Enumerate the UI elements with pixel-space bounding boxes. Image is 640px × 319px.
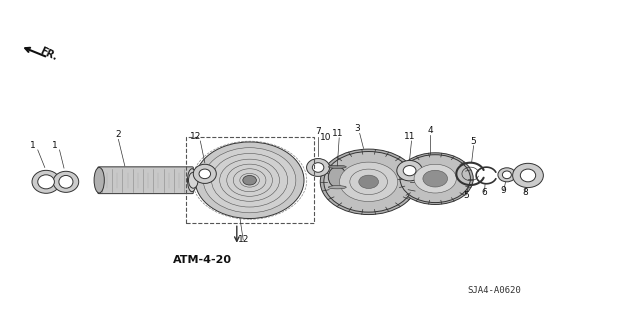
Ellipse shape [195,142,304,219]
Ellipse shape [53,171,79,192]
Ellipse shape [188,172,198,188]
Text: 5: 5 [463,191,468,200]
Ellipse shape [403,166,416,176]
Ellipse shape [204,148,296,213]
Text: 11: 11 [332,129,343,137]
Ellipse shape [502,171,511,179]
Ellipse shape [32,170,60,193]
Ellipse shape [324,152,413,212]
Ellipse shape [423,170,447,187]
Ellipse shape [400,155,470,203]
Text: 6: 6 [482,188,487,197]
Text: 1: 1 [52,141,58,150]
Ellipse shape [240,173,259,187]
Ellipse shape [397,160,422,181]
Ellipse shape [513,163,543,188]
Ellipse shape [243,175,257,185]
Text: 3: 3 [355,124,360,133]
Ellipse shape [350,169,387,195]
Text: 12: 12 [189,132,201,141]
Text: FR.: FR. [38,46,59,63]
FancyBboxPatch shape [98,167,193,194]
Ellipse shape [59,175,73,188]
Text: 4: 4 [428,126,433,135]
Text: 11: 11 [404,132,415,141]
Bar [186,137,314,223]
Ellipse shape [320,149,417,215]
Ellipse shape [339,162,398,202]
Text: 10: 10 [320,133,332,142]
Text: 5: 5 [471,137,476,145]
Ellipse shape [328,167,346,188]
Ellipse shape [397,153,473,204]
Ellipse shape [307,159,330,176]
Text: 2: 2 [116,130,121,139]
Ellipse shape [414,164,456,193]
Ellipse shape [38,175,54,189]
Ellipse shape [94,167,104,193]
Ellipse shape [498,168,516,182]
Ellipse shape [359,175,378,189]
Ellipse shape [520,169,536,182]
Text: SJA4-A0620: SJA4-A0620 [467,286,521,295]
Text: 12: 12 [237,235,249,244]
Ellipse shape [312,163,324,172]
Text: 8: 8 [522,188,527,197]
Ellipse shape [220,159,280,201]
Ellipse shape [328,186,346,189]
Text: ATM-4-20: ATM-4-20 [173,255,232,265]
Ellipse shape [212,153,288,207]
Ellipse shape [234,169,266,192]
Text: 7: 7 [316,127,321,136]
Text: 1: 1 [31,141,36,150]
Ellipse shape [227,164,273,196]
Ellipse shape [188,169,196,192]
Ellipse shape [199,169,211,179]
Ellipse shape [328,165,346,168]
Text: 9: 9 [501,186,506,195]
Ellipse shape [193,164,216,183]
